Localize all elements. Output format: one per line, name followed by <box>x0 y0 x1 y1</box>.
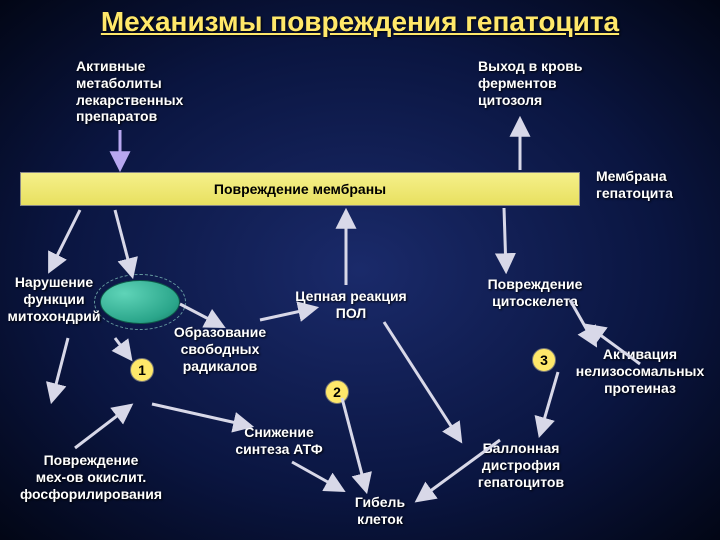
label-radical-formation: Образованиесвободныхрадикалов <box>160 324 280 374</box>
label-active-metabolites: Активныеметаболитылекарственныхпрепарато… <box>76 58 183 125</box>
label-balloon: Баллоннаядистрофиягепатоцитов <box>456 440 586 490</box>
label-cytoskeleton: Повреждениецитоскелета <box>470 276 600 310</box>
label-proteinase: Активациянелизосомальныхпротеиназ <box>560 346 720 396</box>
badge-3: 3 <box>532 348 556 372</box>
mitochondrion-halo-icon <box>94 274 186 330</box>
label-mito-dysfunction: Нарушениефункциимитохондрий <box>4 274 104 324</box>
membrane-bar: Повреждение мембраны <box>20 172 580 206</box>
label-ox-phos: Повреждениемех-ов окислит.фосфорилирован… <box>6 452 176 502</box>
page-title: Механизмы повреждения гепатоцита <box>0 6 720 38</box>
badge-2: 2 <box>325 380 349 404</box>
label-chain-reaction: Цепная реакцияПОЛ <box>286 288 416 322</box>
label-cell-death: Гибельклеток <box>340 494 420 528</box>
label-membrane: Мембранагепатоцита <box>596 168 673 202</box>
membrane-bar-text: Повреждение мембраны <box>214 181 386 197</box>
label-enzyme-release: Выход в кровьферментовцитозоля <box>478 58 582 108</box>
badge-1: 1 <box>130 358 154 382</box>
label-atp-decrease: Снижениесинтеза АТФ <box>224 424 334 458</box>
